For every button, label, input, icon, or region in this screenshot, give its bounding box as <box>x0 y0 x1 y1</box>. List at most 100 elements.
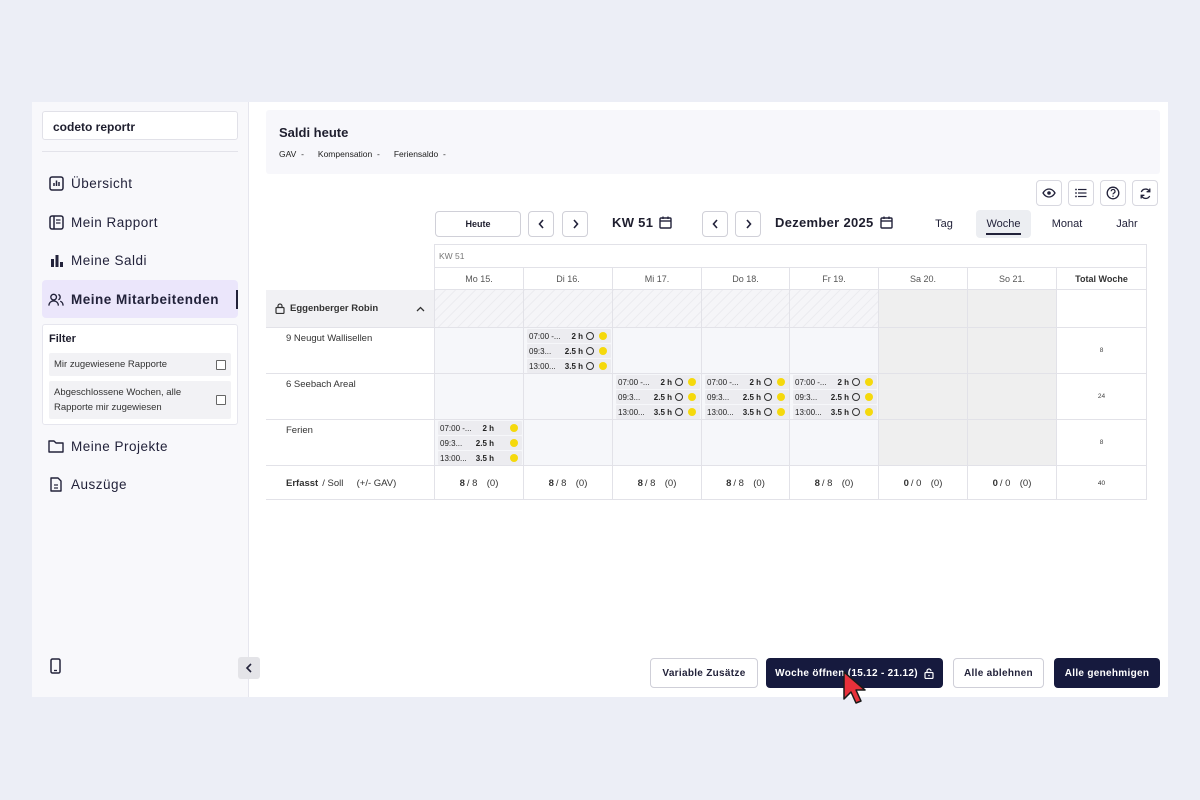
lock-icon <box>275 303 285 314</box>
tab-monat[interactable]: Monat <box>1051 218 1083 230</box>
project-label: Ferien <box>266 419 434 465</box>
day-cell[interactable] <box>523 373 612 419</box>
tab-jahr[interactable]: Jahr <box>1116 218 1138 230</box>
clock-icon <box>586 332 594 340</box>
day-header: So 21. <box>967 267 1056 290</box>
next-week-button[interactable] <box>562 211 588 237</box>
next-month-button[interactable] <box>735 211 761 237</box>
summary-cell: 8/ 8 (0) <box>789 466 878 500</box>
mobile-icon[interactable] <box>50 658 61 679</box>
saldo-kompensation: Kompensation - <box>317 149 380 159</box>
time-entry[interactable]: 09:3... 2.5 h <box>438 436 522 450</box>
app-window: codeto reportr Übersicht Mein Rapport Me… <box>32 102 1168 704</box>
day-cell[interactable]: 07:00 -... 2 h 09:3... 2.5 h 13:00... 3.5 h <box>612 373 701 419</box>
tab-tag[interactable]: Tag <box>935 218 953 230</box>
month-label: Dezember 2025 <box>775 215 874 230</box>
time-entry[interactable]: 09:3... 2.5 h <box>616 390 700 404</box>
status-dot <box>777 408 785 416</box>
time-entry[interactable]: 13:00... 3.5 h <box>705 405 789 419</box>
collapse-sidebar-button[interactable] <box>238 657 260 679</box>
clock-icon <box>764 378 772 386</box>
status-dot <box>510 424 518 432</box>
prev-month-button[interactable] <box>702 211 728 237</box>
approve-all-button[interactable]: Alle genehmigen <box>1054 658 1160 688</box>
summary-cell: 8/ 8 (0) <box>612 466 701 500</box>
time-entry[interactable]: 13:00... 3.5 h <box>616 405 700 419</box>
day-header: Mo 15. <box>434 267 523 290</box>
today-button[interactable]: Heute <box>435 211 521 237</box>
day-cell[interactable] <box>434 327 523 373</box>
day-cell[interactable] <box>612 419 701 465</box>
nav-meine-projekte[interactable]: Meine Projekte <box>42 427 238 465</box>
refresh-button[interactable] <box>1132 180 1158 206</box>
week-picker[interactable]: KW 51 <box>612 215 672 230</box>
weekend-cell <box>878 327 967 373</box>
saldi-values: GAV - Kompensation - Feriensaldo - <box>279 149 1147 159</box>
month-picker[interactable]: Dezember 2025 <box>775 215 893 230</box>
nav-label: Meine Projekte <box>71 438 169 454</box>
chevron-left-icon <box>537 219 544 229</box>
day-cell[interactable]: 07:00 -... 2 h 09:3... 2.5 h 13:00... 3.5 h <box>523 327 612 373</box>
time-entry[interactable]: 09:3... 2.5 h <box>527 344 611 358</box>
checkbox[interactable] <box>216 359 226 370</box>
variable-extras-button[interactable]: Variable Zusätze <box>650 658 758 688</box>
weekend-cell <box>878 290 967 327</box>
reject-all-button[interactable]: Alle ablehnen <box>953 658 1044 688</box>
day-cell[interactable]: 07:00 -... 2 h 09:3... 2.5 h 13:00... 3.5 h <box>789 373 878 419</box>
status-dot <box>777 378 785 386</box>
project-label: 9 Neugut Wallisellen <box>266 327 434 373</box>
help-button[interactable] <box>1100 180 1126 206</box>
day-cell[interactable] <box>789 419 878 465</box>
time-entry[interactable]: 07:00 -... 2 h <box>793 375 877 389</box>
filter-option[interactable]: Mir zugewiesene Rapporte <box>49 353 231 376</box>
view-toggle-button[interactable] <box>1036 180 1062 206</box>
app-name-box[interactable]: codeto reportr <box>42 111 238 140</box>
person-toggle[interactable]: Eggenberger Robin <box>266 290 434 327</box>
chart-icon <box>48 175 64 191</box>
time-entry[interactable]: 09:3... 2.5 h <box>793 390 877 404</box>
summary-cell: 0/ 0 (0) <box>967 466 1056 500</box>
checkbox[interactable] <box>216 395 226 405</box>
status-dot <box>599 347 607 355</box>
total-week-header: Total Woche <box>1056 267 1147 290</box>
nav-auszuege[interactable]: Auszüge <box>42 465 238 503</box>
nav-meine-saldi[interactable]: Meine Saldi <box>42 241 238 279</box>
status-dot <box>865 393 873 401</box>
day-cell[interactable] <box>701 419 789 465</box>
nav-meine-mitarbeitenden[interactable]: Meine Mitarbeitenden <box>42 280 238 318</box>
time-entry[interactable]: 13:00... 3.5 h <box>527 359 611 373</box>
tab-woche[interactable]: Woche <box>976 210 1031 238</box>
day-cell[interactable] <box>434 373 523 419</box>
open-week-label: Woche öffnen (15.12 - 21.12) <box>775 667 918 679</box>
weekend-cell <box>967 290 1056 327</box>
hatched-cell <box>612 290 701 327</box>
chevron-left-icon <box>711 219 718 229</box>
hatched-cell <box>701 290 789 327</box>
prev-week-button[interactable] <box>528 211 554 237</box>
day-cell[interactable]: 07:00 -... 2 h 09:3... 2.5 h 13:00... 3.5 h <box>434 419 523 465</box>
week-label: KW 51 <box>612 215 654 230</box>
time-entry[interactable]: 07:00 -... 2 h <box>705 375 789 389</box>
day-cell[interactable] <box>612 327 701 373</box>
time-entry[interactable]: 09:3... 2.5 h <box>705 390 789 404</box>
time-entry[interactable]: 13:00... 3.5 h <box>793 405 877 419</box>
folder-icon <box>48 438 64 454</box>
time-entry[interactable]: 13:00... 3.5 h <box>438 451 522 465</box>
day-cell[interactable]: 07:00 -... 2 h 09:3... 2.5 h 13:00... 3.5 h <box>701 373 789 419</box>
filter-panel: Filter Mir zugewiesene Rapporte Abgeschl… <box>42 324 238 425</box>
filter-option[interactable]: Abgeschlossene Wochen, alle Rapporte mir… <box>49 381 231 419</box>
total-cell <box>1056 290 1147 327</box>
list-view-button[interactable] <box>1068 180 1094 206</box>
day-cell[interactable] <box>701 327 789 373</box>
day-cell[interactable] <box>789 327 878 373</box>
time-entry[interactable]: 07:00 -... 2 h <box>438 421 522 435</box>
day-cell[interactable] <box>523 419 612 465</box>
nav-label: Mein Rapport <box>71 214 159 230</box>
time-entry[interactable]: 07:00 -... 2 h <box>527 329 611 343</box>
status-dot <box>599 332 607 340</box>
nav-uebersicht[interactable]: Übersicht <box>42 164 238 202</box>
time-entry[interactable]: 07:00 -... 2 h <box>616 375 700 389</box>
summary-cell: 8/ 8 (0) <box>434 466 523 500</box>
day-header: Mi 17. <box>612 267 701 290</box>
nav-mein-rapport[interactable]: Mein Rapport <box>42 203 238 241</box>
